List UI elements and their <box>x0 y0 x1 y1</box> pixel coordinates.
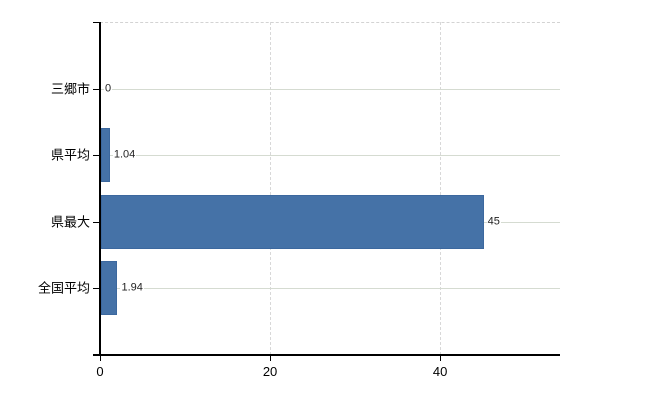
x-axis-tick <box>440 356 442 361</box>
category-label: 三郷市 <box>50 81 90 97</box>
x-axis-tick <box>100 356 101 361</box>
x-axis-tick <box>270 356 272 361</box>
value-label: 45 <box>486 215 501 228</box>
x-axis-tick-label: 40 <box>432 364 448 379</box>
horizontal-gridline <box>100 288 560 289</box>
value-label: 1.94 <box>120 281 144 294</box>
category-label: 全国平均 <box>37 280 90 296</box>
y-axis-line <box>99 22 101 355</box>
plot-top-border <box>100 22 560 23</box>
category-label: 県平均 <box>50 147 90 163</box>
bar-県最大 <box>101 195 484 249</box>
x-axis-line <box>93 354 560 356</box>
y-axis-tick <box>93 89 100 90</box>
horizontal-gridline <box>100 155 560 156</box>
value-label: 1.04 <box>112 148 137 161</box>
x-axis-tick-label: 0 <box>96 364 104 379</box>
category-label: 県最大 <box>50 214 90 230</box>
x-axis-tick-label: 20 <box>262 364 278 379</box>
y-axis-tick <box>93 222 100 223</box>
value-label: 0 <box>104 82 113 95</box>
y-axis-tick <box>93 155 100 156</box>
vertical-gridline <box>270 22 272 355</box>
vertical-gridline <box>440 22 442 355</box>
y-axis-tick <box>93 22 100 23</box>
bar-県平均 <box>101 128 110 182</box>
bar-全国平均 <box>101 261 117 315</box>
horizontal-gridline <box>100 89 560 90</box>
y-axis-tick <box>93 288 100 289</box>
